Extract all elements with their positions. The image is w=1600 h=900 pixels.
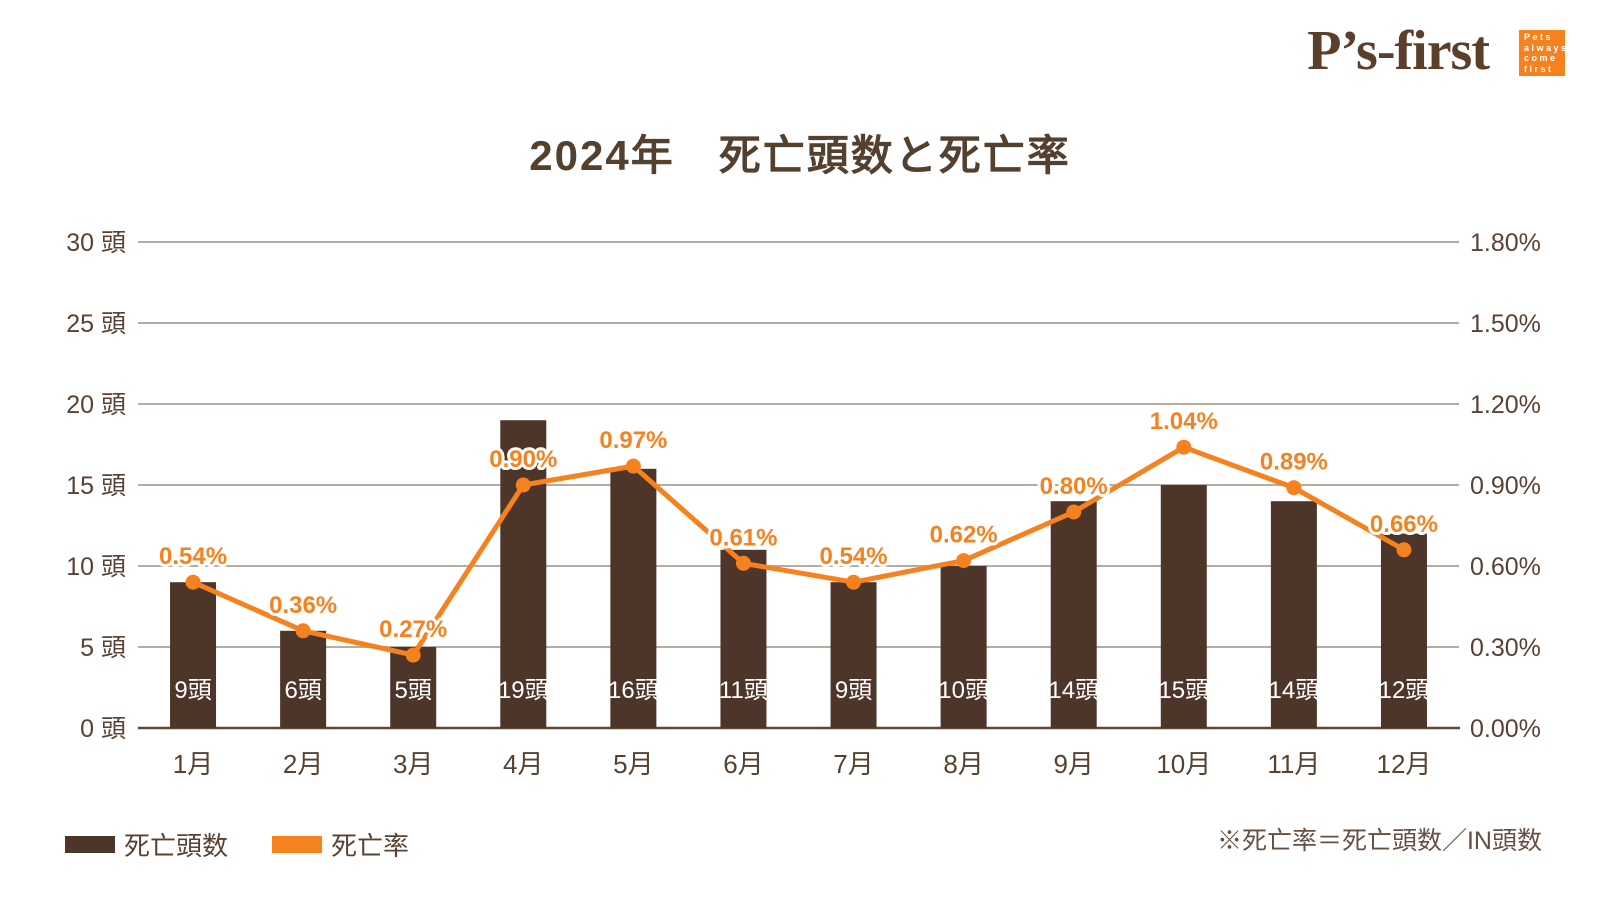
bar: [940, 566, 987, 728]
rate-point: [515, 477, 531, 493]
logo-badge-line: Pets: [1524, 32, 1554, 42]
rate-value-label: 0.66%: [1370, 511, 1438, 538]
legend: 死亡頭数 死亡率: [65, 826, 409, 863]
bar-value-label: 19頭: [498, 677, 549, 704]
rate-point: [625, 458, 641, 474]
bar-value-label: 14頭: [1048, 677, 1099, 704]
month-label: 5月: [613, 749, 653, 779]
page-title: 2024年 死亡頭数と死亡率: [529, 132, 1071, 179]
month-label: 1月: [173, 749, 213, 779]
legend-swatch-deaths: [65, 836, 115, 853]
rate-value-label: 0.97%: [599, 427, 667, 454]
month-label: 9月: [1053, 749, 1093, 779]
left-axis-tick-label: 5 頭: [80, 634, 126, 662]
rate-value-label: 0.54%: [820, 543, 888, 570]
bar-value-label: 16頭: [608, 677, 659, 704]
left-axis-tick-label: 15 頭: [66, 472, 126, 500]
month-label: 8月: [943, 749, 983, 779]
month-label: 7月: [833, 749, 873, 779]
bar: [1270, 501, 1317, 728]
bar: [830, 582, 877, 728]
rate-point: [1176, 439, 1192, 455]
bar: [1160, 485, 1207, 728]
right-axis-tick-label: 0.60%: [1470, 553, 1541, 581]
rate-value-label: 0.36%: [269, 592, 337, 619]
legend-label-rate: 死亡率: [331, 831, 410, 861]
rate-value-label: 0.89%: [1260, 449, 1328, 476]
bar-value-label: 11頭: [719, 677, 768, 704]
right-axis-tick-label: 0.30%: [1470, 634, 1541, 662]
legend-item-deaths: 死亡頭数: [65, 826, 228, 863]
bar-value-label: 10頭: [938, 677, 989, 704]
month-label: 10月: [1156, 749, 1211, 779]
rate-point: [185, 574, 201, 590]
bar: [170, 582, 217, 728]
rate-point: [405, 647, 421, 663]
right-axis-tick-label: 1.50%: [1470, 310, 1541, 338]
rate-value-label: 0.62%: [930, 522, 998, 549]
footnote: ※死亡率＝死亡頭数／IN頭数: [1216, 827, 1542, 855]
rate-point: [735, 555, 751, 571]
rate-point: [846, 574, 862, 590]
logo: P’s-first Pets always come first: [1307, 20, 1569, 82]
legend-label-deaths: 死亡頭数: [124, 831, 229, 861]
right-axis-tick-label: 0.00%: [1470, 715, 1541, 743]
rate-value-label: 0.80%: [1040, 473, 1108, 500]
month-label: 6月: [723, 749, 763, 779]
bar-value-label: 12頭: [1379, 677, 1430, 704]
logo-wordmark: P’s-first: [1307, 20, 1490, 82]
left-axis-tick-label: 25 頭: [66, 310, 126, 338]
rate-line: [190, 444, 1407, 658]
right-axis-tick-label: 0.90%: [1470, 472, 1541, 500]
bar-value-label: 14頭: [1269, 677, 1320, 704]
rate-value-label: 1.04%: [1150, 408, 1218, 435]
legend-item-rate: 死亡率: [272, 826, 409, 863]
month-label: 11月: [1267, 749, 1320, 779]
rate-value-label: 0.27%: [379, 616, 447, 643]
left-axis-tick-label: 30 頭: [66, 229, 126, 257]
logo-badge-line: always: [1524, 42, 1569, 53]
rate-point: [1396, 542, 1412, 558]
legend-swatch-rate: [272, 836, 323, 853]
bar: [1050, 501, 1097, 728]
bar: [610, 468, 657, 728]
bar-value-label: 15頭: [1158, 677, 1209, 704]
bar-value-label: 9頭: [174, 677, 211, 704]
left-axis-tick-label: 10 頭: [66, 553, 126, 581]
rate-point: [295, 623, 311, 639]
month-label: 3月: [393, 749, 433, 779]
logo-badge-line: first: [1524, 63, 1554, 74]
bar: [1380, 533, 1427, 728]
rate-value-label: 0.90%: [489, 446, 557, 473]
bar: [720, 549, 767, 728]
month-label: 12月: [1376, 749, 1431, 779]
rate-point: [1286, 480, 1302, 496]
bar: [280, 630, 327, 728]
month-label: 4月: [503, 749, 543, 779]
bar-value-label: 6頭: [284, 677, 321, 704]
logo-badge-icon: Pets always come first: [1519, 30, 1569, 76]
bar-value-label: 5頭: [395, 677, 432, 704]
rate-value-label: 0.54%: [159, 543, 227, 570]
right-axis-tick-label: 1.80%: [1470, 229, 1541, 257]
bar-value-label: 9頭: [835, 677, 872, 704]
rate-point: [956, 553, 972, 569]
bar: [500, 420, 547, 728]
right-axis-tick-label: 1.20%: [1470, 391, 1541, 419]
rate-point: [1066, 504, 1082, 520]
left-axis-tick-label: 0 頭: [80, 715, 126, 743]
logo-badge-line: come: [1524, 53, 1558, 63]
month-label: 2月: [283, 749, 323, 779]
left-axis-tick-label: 20 頭: [66, 391, 126, 419]
rate-value-label: 0.61%: [709, 524, 777, 551]
